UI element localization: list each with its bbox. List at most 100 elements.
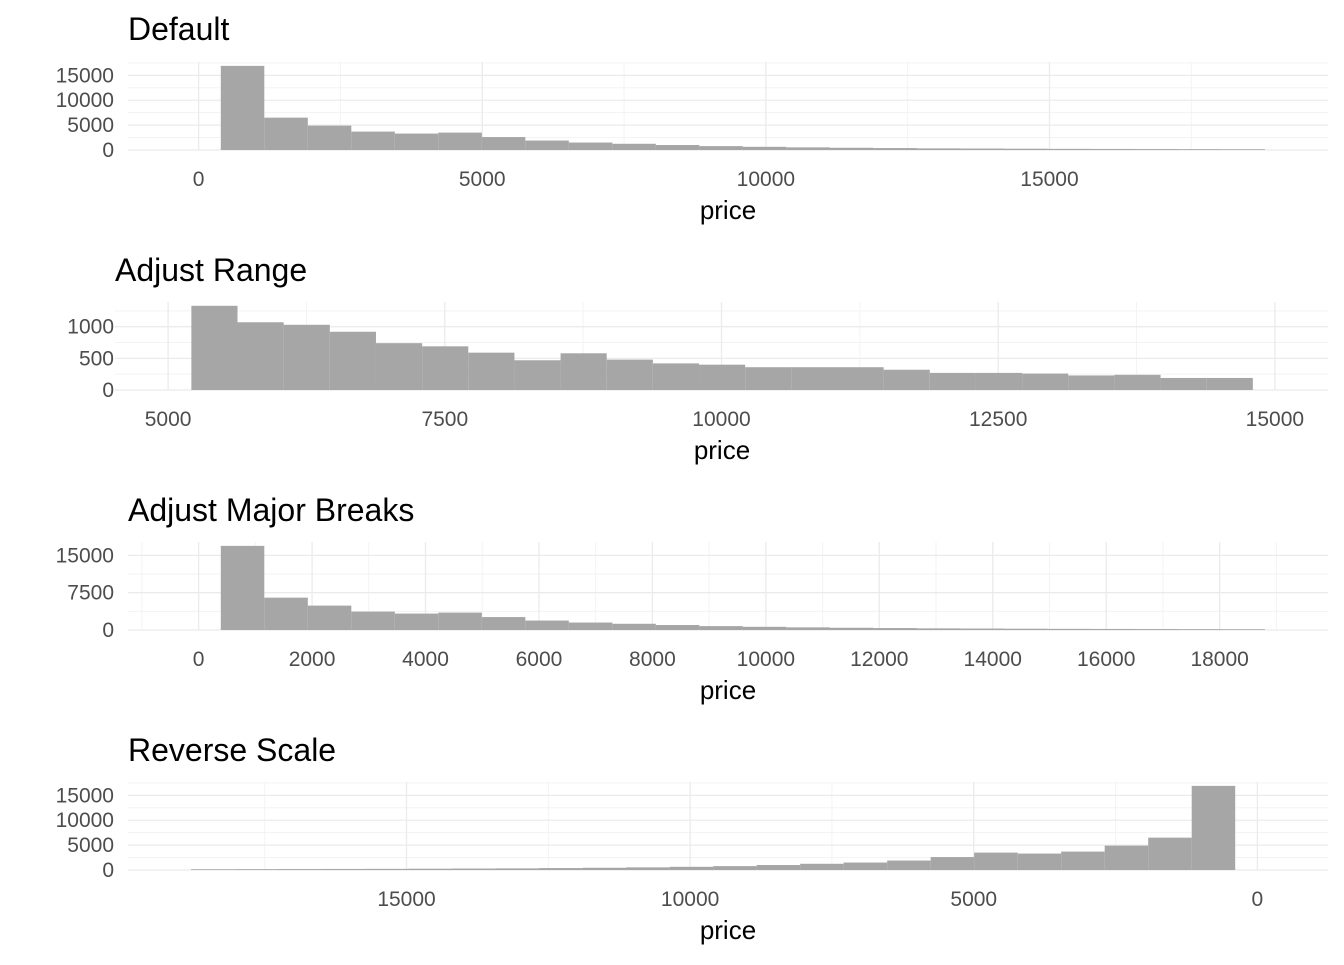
x-tick-label: 4000 — [402, 648, 449, 671]
histogram-bar — [699, 146, 743, 150]
histogram-bar — [495, 868, 540, 870]
x-tick-label: 0 — [193, 168, 205, 191]
histogram-bar — [1061, 851, 1105, 870]
histogram-bar — [568, 622, 613, 630]
histogram-bar — [1017, 853, 1062, 870]
x-tick-label: 18000 — [1190, 648, 1248, 671]
histogram-bar — [582, 867, 627, 870]
x-tick-label: 16000 — [1077, 648, 1135, 671]
y-tick-label: 0 — [102, 139, 114, 162]
histogram-bar — [394, 613, 439, 630]
histogram-bar — [960, 628, 1004, 630]
histogram-bar — [655, 625, 700, 630]
bars — [191, 785, 1236, 870]
histogram-bar — [829, 147, 874, 150]
histogram-bar — [883, 369, 930, 390]
y-tick-label: 0 — [102, 859, 114, 882]
x-tick-label: 15000 — [1020, 168, 1078, 191]
histogram-bar — [560, 353, 607, 390]
y-tick-label: 15000 — [56, 64, 114, 87]
y-tick-label: 500 — [79, 347, 114, 370]
x-tick-label: 6000 — [516, 648, 563, 671]
panel-4: 050001000015000050001000015000priceRever… — [56, 732, 1328, 945]
histogram-bar — [408, 868, 453, 870]
histogram-bar — [974, 852, 1018, 870]
histogram-bar — [742, 146, 787, 150]
histogram-bar — [438, 132, 482, 150]
histogram-bar — [1104, 845, 1149, 870]
histogram-bar — [481, 137, 526, 150]
x-tick-label: 0 — [193, 648, 205, 671]
histogram-bar — [960, 148, 1004, 150]
histogram-bar — [612, 623, 656, 630]
histogram-bar — [829, 627, 874, 630]
histogram-bar — [525, 140, 569, 150]
histogram-bar — [1134, 629, 1178, 630]
histogram-bar — [365, 868, 409, 870]
histogram-bar — [669, 866, 714, 870]
x-tick-label: 10000 — [737, 648, 795, 671]
histogram-bar — [351, 611, 395, 630]
histogram-bar — [1003, 628, 1048, 630]
histogram-bar — [481, 617, 526, 630]
histogram-bar — [873, 628, 917, 630]
histogram-bar — [1148, 837, 1192, 870]
histogram-bar — [786, 147, 830, 150]
histogram-bar — [525, 620, 569, 630]
histogram-bar — [843, 862, 888, 870]
histogram-bar — [468, 352, 515, 390]
histogram-bar — [1221, 629, 1265, 630]
histogram-bar — [1090, 628, 1135, 630]
y-tick-label: 15000 — [56, 784, 114, 807]
histogram-bar — [1068, 375, 1115, 390]
histogram-bar — [1206, 377, 1253, 390]
histogram-bar — [351, 131, 395, 150]
y-tick-label: 1000 — [67, 316, 114, 339]
x-axis-label: price — [694, 435, 750, 465]
histogram-bar — [1221, 149, 1265, 150]
histogram-bar — [975, 372, 1023, 390]
y-tick-label: 0 — [102, 379, 114, 402]
histogram-bar — [873, 148, 917, 150]
histogram-bar — [264, 597, 308, 630]
histogram-bar — [930, 857, 975, 870]
x-tick-label: 10000 — [661, 888, 719, 911]
histogram-bar — [321, 868, 366, 870]
histogram-bar — [220, 545, 265, 630]
histogram-bar — [791, 367, 838, 390]
histogram-bar — [1160, 377, 1207, 390]
x-axis-label: price — [700, 195, 756, 225]
histogram-bar — [375, 343, 423, 390]
x-axis-label: price — [700, 915, 756, 945]
histogram-bar — [1177, 149, 1222, 150]
y-tick-label: 5000 — [67, 834, 114, 857]
histogram-bar — [307, 125, 352, 150]
histogram-bar — [394, 133, 439, 150]
x-tick-label: 15000 — [1246, 408, 1304, 431]
histogram-bar — [745, 367, 792, 390]
histogram-bar — [837, 367, 884, 390]
histogram-bar — [606, 359, 653, 390]
x-tick-label: 0 — [1252, 888, 1264, 911]
histogram-bar — [568, 142, 613, 150]
x-tick-label: 8000 — [629, 648, 676, 671]
histogram-bar — [800, 863, 844, 870]
histogram-bar — [887, 860, 931, 870]
histogram-bar — [278, 869, 322, 870]
x-tick-label: 12500 — [969, 408, 1027, 431]
histogram-bar — [234, 869, 279, 870]
histogram-bar — [1191, 785, 1236, 870]
y-tick-label: 5000 — [67, 114, 114, 137]
histogram-bar — [742, 626, 787, 630]
panel-title: Adjust Range — [115, 252, 307, 288]
histogram-bar — [786, 627, 830, 630]
histogram-bar — [539, 868, 583, 870]
x-tick-label: 5000 — [950, 888, 997, 911]
x-tick-label: 7500 — [421, 408, 468, 431]
panel-3: 0 7500 15000 0 2000 4000 6000 8000 10000 12000 140… — [56, 492, 1328, 705]
x-tick-label: 5000 — [145, 408, 192, 431]
histogram-bar — [438, 612, 482, 630]
bars — [220, 545, 1265, 630]
y-tick-label: 10000 — [56, 89, 114, 112]
